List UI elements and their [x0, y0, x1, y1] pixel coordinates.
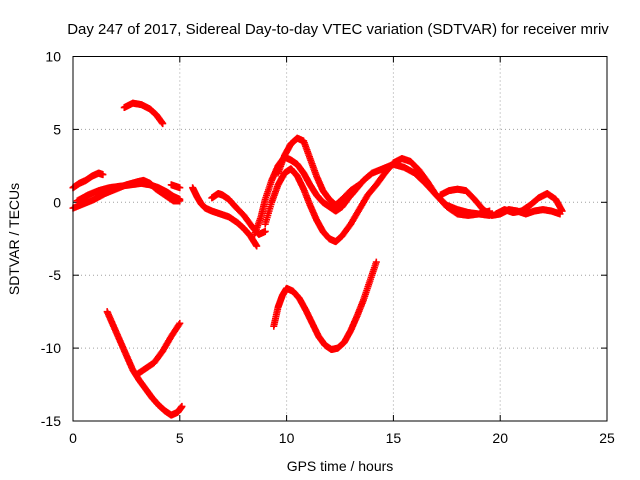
data-point: [176, 319, 184, 327]
data-point: [261, 227, 269, 235]
data-series: [69, 99, 566, 419]
series-arc-5: [167, 181, 184, 192]
data-point: [253, 242, 261, 250]
data-point: [355, 181, 363, 189]
data-point: [372, 258, 380, 266]
y-tick-label: -10: [41, 340, 61, 356]
data-point: [99, 171, 107, 179]
series-arc-9: [261, 155, 494, 246]
data-point: [175, 321, 183, 329]
x-gridlines: [179, 56, 501, 421]
series-arc-2: [69, 169, 107, 192]
series-arc-7: [208, 190, 269, 238]
series-arc-10: [274, 134, 363, 209]
series-arc-6: [189, 184, 261, 250]
y-tick-label: 5: [53, 121, 61, 137]
y-tick-labels: -15 -10 -5 0 5 10: [41, 49, 61, 430]
x-tick-label: 20: [492, 430, 508, 446]
plot-border: [72, 56, 608, 422]
data-point: [176, 195, 184, 203]
series-arc-1: [120, 99, 167, 128]
y-axis-label: SDTVAR / TECUs: [6, 183, 22, 295]
series-arc-12: [492, 190, 566, 218]
data-point: [176, 184, 184, 192]
x-tick-label: 5: [176, 430, 184, 446]
y-tick-label: 0: [53, 194, 61, 210]
x-tick-label: 0: [69, 430, 77, 446]
data-point: [159, 120, 167, 128]
x-tick-label: 10: [279, 430, 295, 446]
series-arc-13: [103, 308, 186, 419]
series-arc-4: [73, 179, 184, 205]
y-tick-label: -15: [41, 413, 61, 429]
chart-title: Day 247 of 2017, Sidereal Day-to-day VTE…: [67, 21, 609, 38]
x-tick-label: 25: [599, 430, 615, 446]
data-point: [558, 207, 566, 215]
series-arc-14: [133, 319, 184, 378]
series-arc-15: [270, 258, 380, 354]
y-tick-label: -5: [49, 267, 62, 283]
x-tick-label: 15: [386, 430, 402, 446]
data-point: [178, 402, 186, 410]
series-arc-8: [251, 153, 494, 238]
y-tick-label: 10: [45, 49, 61, 65]
x-tick-labels: 0 5 10 15 20 25: [69, 430, 615, 446]
x-axis-label: GPS time / hours: [287, 458, 394, 474]
